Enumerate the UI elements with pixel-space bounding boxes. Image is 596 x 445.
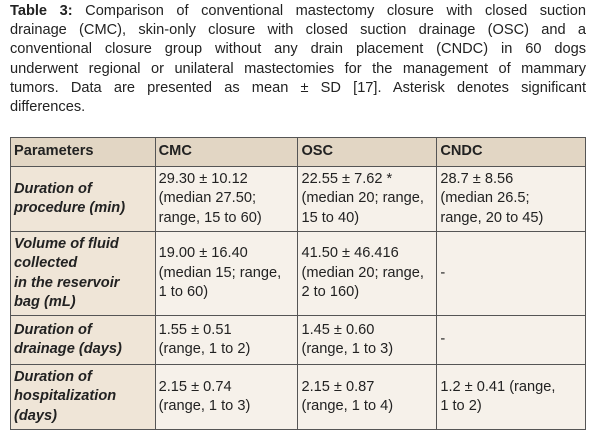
data-cell: 28.7 ± 8.56 (median 26.5; range, 20 to 45) [436, 166, 586, 232]
cell-line: (range, 1 to 3) [158, 398, 251, 414]
table-row: Duration of hospitalization (days) 2.15 ± 0… [10, 364, 586, 430]
cell-line: 28.7 ± 8.56 [440, 170, 514, 187]
row-label-cell: Duration of drainage (days) [10, 315, 156, 365]
cell-line: in the reservoir [14, 274, 120, 291]
cell-line: 29.30 ± 10.12 [158, 170, 248, 187]
caption-line: underwent regional or unilateral mastect… [10, 60, 586, 79]
caption-text: drainage (CMC), skin-only closure with c… [10, 22, 586, 39]
data-cell: 2.15 ± 0.87 (range, 1 to 4) [297, 364, 438, 430]
caption-line: conventional closure group without any d… [10, 40, 586, 59]
cell-line: 1 to 2) [440, 398, 482, 414]
cell-line: hospitalization [14, 388, 117, 405]
cell-line: 19.00 ± 16.40 [158, 245, 248, 262]
data-cell: 19.00 ± 16.40 (median 15; range, 1 to 60) [154, 231, 299, 316]
row-label-cell: Duration of procedure (min) [10, 166, 156, 232]
cell-line: (days) [14, 407, 57, 424]
cell-line: drainage (days) [14, 341, 122, 357]
data-cell: 1.2 ± 0.41 (range, 1 to 2) [436, 364, 586, 430]
data-cell: - [436, 315, 586, 365]
cell-line: (median 15; range, [158, 264, 282, 281]
cell-line: 1.2 ± 0.41 (range, [440, 378, 556, 395]
data-cell: 1.55 ± 0.51 (range, 1 to 2) [154, 315, 299, 365]
cell-line: 1.55 ± 0.51 [158, 321, 232, 338]
cell-line: 2.15 ± 0.87 [301, 378, 375, 395]
caption: Table 3: Comparison of conventional mast… [10, 2, 586, 117]
cell-line: 15 to 40) [301, 209, 360, 226]
row-label-cell: Duration of hospitalization (days) [10, 364, 156, 430]
cell-line: (range, 1 to 4) [301, 398, 394, 414]
caption-text: conventional closure group without any d… [10, 41, 586, 58]
cell-line: - [440, 331, 446, 348]
cell-line: (range, 1 to 2) [158, 341, 251, 357]
header-row: Parameters CMC OSC CNDC [10, 137, 586, 167]
cell-line: (median 27.50; [158, 190, 256, 207]
cell-line: 22.55 ± 7.62 * [301, 170, 393, 187]
data-cell: 41.50 ± 46.416 (median 20; range, 2 to 160… [297, 231, 438, 316]
header-cell: CNDC [436, 137, 586, 167]
caption-text: underwent regional or unilateral mastect… [10, 60, 586, 77]
caption-line: differences. [10, 98, 586, 117]
caption-label: Table 3: [10, 3, 73, 19]
cell-line: 2 to 160) [301, 284, 360, 301]
table-row: Duration of procedure (min) 29.30 ± 10.12 (… [10, 166, 586, 232]
cell-line: procedure (min) [14, 200, 126, 216]
cell-line: (median 26.5; [440, 190, 530, 207]
caption-line: drainage (CMC), skin-only closure with c… [10, 21, 586, 40]
cell-line: 41.50 ± 46.416 [301, 245, 399, 262]
cell-line: 1.45 ± 0.60 [301, 321, 375, 338]
cell-line: range, 20 to 45) [440, 209, 544, 226]
cell-line: Duration of [14, 321, 92, 338]
table-row: Volume of fluid collected in the reservoir… [10, 231, 586, 316]
cell-line: (median 20; range, [301, 264, 424, 281]
cell-line: (median 20; range, [301, 190, 424, 207]
cell-line: Duration of [14, 180, 92, 197]
cell-line: range, 15 to 60) [158, 209, 262, 226]
data-cell: 22.55 ± 7.62 * (median 20; range, 15 to 40… [297, 166, 438, 232]
data-cell: 29.30 ± 10.12 (median 27.50; range, 15 to … [154, 166, 299, 232]
header-cell: Parameters [10, 137, 156, 167]
cell-line: Duration of [14, 368, 92, 385]
caption-line: Table 3: Comparison of conventional mast… [10, 2, 586, 21]
cell-line: (range, 1 to 3) [301, 341, 394, 357]
header-cell: CMC [154, 137, 299, 167]
header-cell: OSC [297, 137, 438, 167]
data-cell: 1.45 ± 0.60 (range, 1 to 3) [297, 315, 438, 365]
caption-text: tumors. Data are presented as mean ± SD … [10, 79, 586, 96]
cell-line: bag (mL) [14, 294, 76, 310]
cell-line: collected [14, 255, 78, 271]
caption-text: Comparison of conventional mastectomy cl… [85, 3, 586, 19]
data-cell: - [436, 231, 586, 316]
row-label-cell: Volume of fluid collected in the reservoir… [10, 231, 156, 316]
cell-line: - [440, 264, 446, 281]
caption-text: differences. [10, 99, 86, 116]
data-table: Parameters CMC OSC CNDC Duration of procedur… [10, 137, 586, 430]
cell-line: 1 to 60) [158, 284, 209, 301]
cell-line: 2.15 ± 0.74 [158, 378, 232, 395]
table-row: Duration of drainage (days) 1.55 ± 0.51 (ra… [10, 315, 586, 365]
caption-line: tumors. Data are presented as mean ± SD … [10, 79, 586, 98]
cell-line: Volume of fluid [14, 235, 119, 252]
data-cell: 2.15 ± 0.74 (range, 1 to 3) [154, 364, 299, 430]
